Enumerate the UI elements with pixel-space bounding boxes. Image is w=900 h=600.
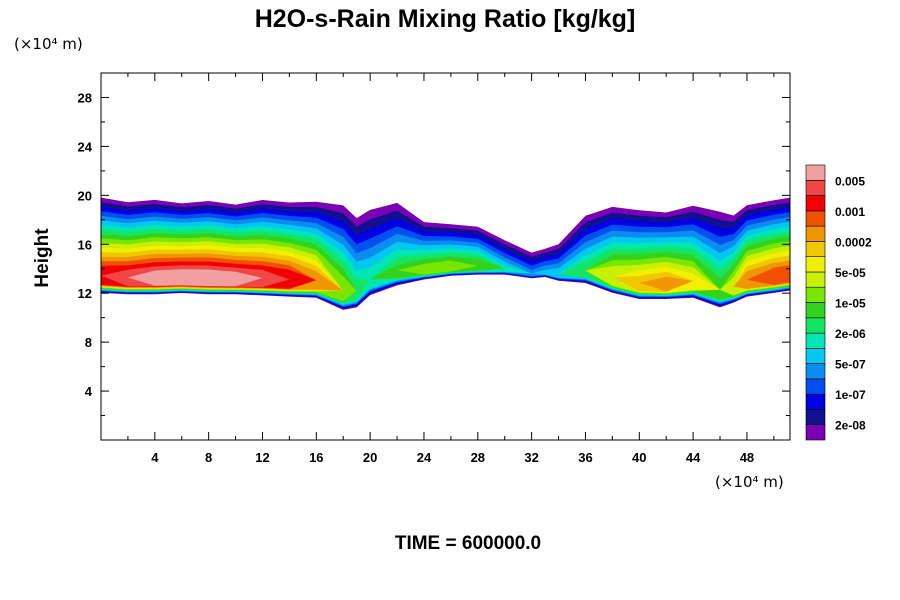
x-tick-label: 28 [471,450,485,465]
colorbar-swatch [805,180,826,196]
y-tick-label: 28 [78,90,92,105]
x-tick-label: 16 [309,450,323,465]
colorbar-label: 2e-06 [835,327,866,341]
x-tick-label: 12 [255,450,269,465]
x-tick-label: 20 [363,450,377,465]
y-tick-label: 24 [78,139,93,154]
contour-fill [101,197,790,310]
colorbar-swatch [805,241,826,257]
x-axis-unit: (×10⁴ m) [715,473,784,491]
colorbar-label: 0.005 [835,174,865,188]
colorbar-swatch [805,210,826,227]
chart-title: H2O-s-Rain Mixing Ratio [kg/kg] [255,5,636,33]
colorbar-label: 0.0002 [835,235,872,249]
colorbar-swatch [805,317,826,334]
x-tick-label: 36 [578,450,592,465]
y-tick-label: 12 [78,286,92,301]
plot-frame [100,72,791,441]
y-tick-label: 16 [78,237,92,252]
x-tick-label: 40 [632,450,646,465]
colorbar-swatch [805,378,826,395]
y-tick-label: 8 [85,335,92,350]
colorbar-label: 5e-07 [835,358,866,372]
colorbar-swatch [805,256,826,273]
colorbar-swatch [805,164,826,181]
colorbar-swatch [805,271,826,288]
time-annotation: TIME = 600000.0 [395,533,541,554]
colorbar-swatch [805,424,826,441]
y-axis-unit: (×10⁴ m) [14,35,83,53]
colorbar-swatch [805,302,826,319]
colorbar-swatch [805,286,826,303]
colorbar-label: 1e-07 [835,388,866,402]
y-axis-label: Height [32,228,53,288]
colorbar-label: 5e-05 [835,266,866,280]
colorbar-swatch [805,393,826,410]
x-tick-label: 48 [740,450,754,465]
colorbar-swatch [805,363,826,380]
x-axis: 4 8 12 16 20 24 28 32 36 40 44 48 [127,73,775,465]
colorbar-swatch [805,195,826,212]
colorbar: 0.005 0.001 0.0002 5e-05 1e-05 2e-06 5e-07 1e-0… [805,164,872,441]
y-tick-label: 4 [85,384,93,399]
x-tick-label: 24 [417,450,432,465]
colorbar-swatch [805,347,826,364]
colorbar-label: 0.001 [835,205,865,219]
y-axis: 4 8 12 16 20 24 28 [78,90,790,417]
x-tick-label: 8 [205,450,212,465]
colorbar-swatch [805,409,826,425]
x-tick-label: 44 [686,450,701,465]
y-tick-label: 20 [78,188,92,203]
colorbar-swatch [805,225,826,242]
x-tick-label: 4 [151,450,159,465]
colorbar-swatch [805,332,826,349]
contour-band-17 [101,265,790,291]
colorbar-label: 2e-08 [835,419,866,433]
colorbar-label: 1e-05 [835,297,866,311]
x-tick-label: 32 [524,450,538,465]
